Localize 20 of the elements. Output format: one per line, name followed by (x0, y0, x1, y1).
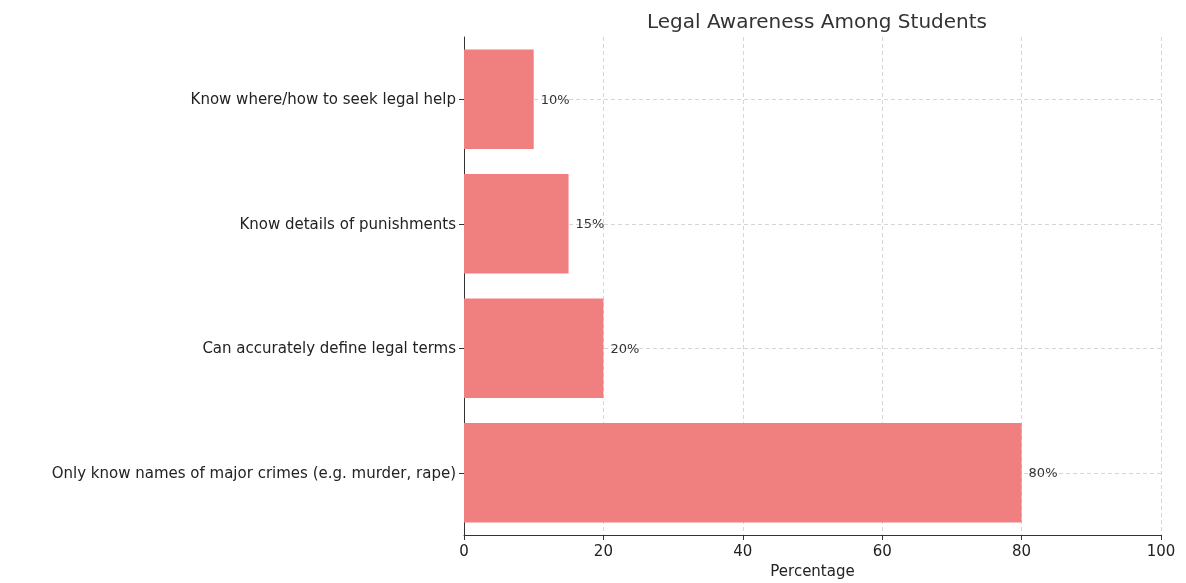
bar (464, 298, 604, 399)
x-tick-label: 40 (733, 541, 753, 560)
x-tick-label: 20 (593, 541, 613, 560)
bar (464, 422, 1022, 523)
x-tick-label: 80 (1012, 541, 1032, 560)
y-tick-label: Only know names of major crimes (e.g. murder, rape) (51, 463, 456, 482)
data-label: 20% (610, 340, 640, 356)
y-tick-label: Can accurately define legal terms (202, 339, 457, 358)
y-tick-label: Know where/how to seek legal help (190, 90, 456, 109)
data-label: 15% (575, 216, 605, 232)
data-label: 80% (1028, 465, 1058, 481)
data-label: 10% (540, 91, 570, 107)
bar (464, 49, 534, 150)
x-axis-title: Percentage (770, 561, 855, 580)
chart-title: Legal Awareness Among Students (647, 9, 987, 33)
x-tick-label: 60 (872, 541, 892, 560)
x-tick-label: 0 (459, 541, 469, 560)
x-tick-label: 100 (1146, 541, 1176, 560)
y-tick-label: Know details of punishments (239, 214, 457, 233)
bar (464, 173, 569, 274)
